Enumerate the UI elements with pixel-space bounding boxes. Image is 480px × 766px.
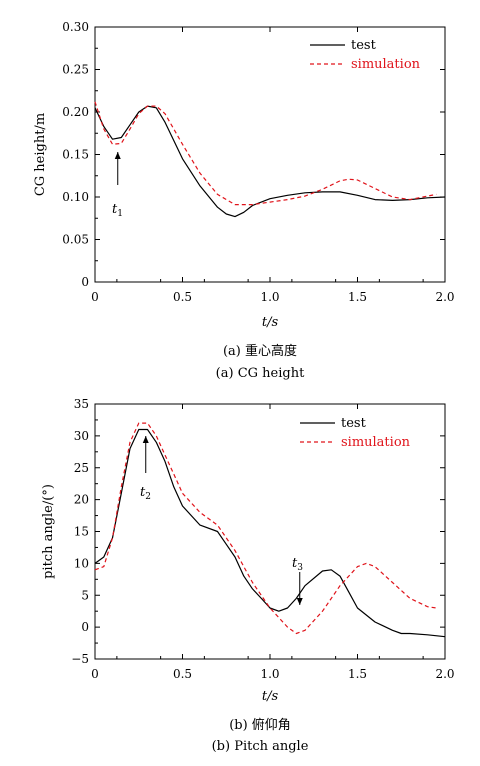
caption-chinese: (b) 俯仰角	[229, 717, 291, 733]
annotation-arrow-head	[296, 598, 303, 605]
annotation-label: t2	[140, 485, 151, 502]
x-tick-label: 0.5	[173, 667, 192, 681]
series-line-simulation	[94, 101, 437, 206]
series-line-simulation	[94, 422, 437, 635]
caption-chinese: (a) 重心高度	[223, 343, 297, 359]
y-tick-label: 0.15	[62, 148, 89, 162]
legend-label-simulation: simulation	[351, 57, 421, 72]
legend-label-simulation: simulation	[341, 435, 411, 450]
annotation-label: t3	[292, 556, 303, 573]
y-tick-label: 0	[81, 275, 89, 289]
y-tick-label: 25	[74, 461, 89, 475]
annotation-subscript: 3	[297, 563, 303, 573]
caption-english: (b) Pitch angle	[212, 739, 309, 754]
y-tick-label: 35	[74, 397, 89, 411]
y-tick-label: 30	[74, 429, 89, 443]
y-tick-label: 0.25	[62, 63, 89, 77]
series-line-test	[94, 428, 446, 638]
y-tick-label: 15	[74, 525, 89, 539]
y-tick-label: 0.20	[62, 105, 89, 119]
y-tick-label: 20	[74, 493, 89, 507]
x-axis-label: t/s	[262, 315, 279, 330]
x-axis-label: t/s	[262, 689, 279, 704]
legend-label-test: test	[351, 38, 377, 53]
x-tick-label: 0	[91, 667, 99, 681]
x-tick-label: 1.5	[348, 667, 367, 681]
x-tick-label: 1.5	[348, 290, 367, 304]
y-axis-label: pitch angle/(°)	[41, 484, 56, 579]
annotation-arrow-head	[142, 436, 149, 443]
x-tick-label: 2.0	[435, 667, 454, 681]
x-tick-label: 1.0	[260, 667, 279, 681]
x-tick-label: 2.0	[435, 290, 454, 304]
series-line-test	[94, 105, 446, 218]
y-tick-label: 0	[81, 620, 89, 634]
x-tick-label: 0.5	[173, 290, 192, 304]
y-tick-label: 0.10	[62, 190, 89, 204]
y-tick-label: 0.30	[62, 20, 89, 34]
annotation-label: t1	[112, 202, 123, 219]
y-axis-label: CG height/m	[33, 113, 48, 196]
y-tick-label: −5	[71, 652, 89, 666]
y-tick-label: 10	[74, 556, 89, 570]
legend-label-test: test	[341, 416, 367, 431]
y-tick-label: 0.05	[62, 233, 89, 247]
x-tick-label: 1.0	[260, 290, 279, 304]
annotation-arrow-head	[114, 152, 121, 159]
annotation-subscript: 1	[117, 209, 123, 219]
annotation-subscript: 2	[145, 492, 151, 502]
caption-english: (a) CG height	[216, 366, 305, 381]
y-tick-label: 5	[81, 588, 89, 602]
x-tick-label: 0	[91, 290, 99, 304]
